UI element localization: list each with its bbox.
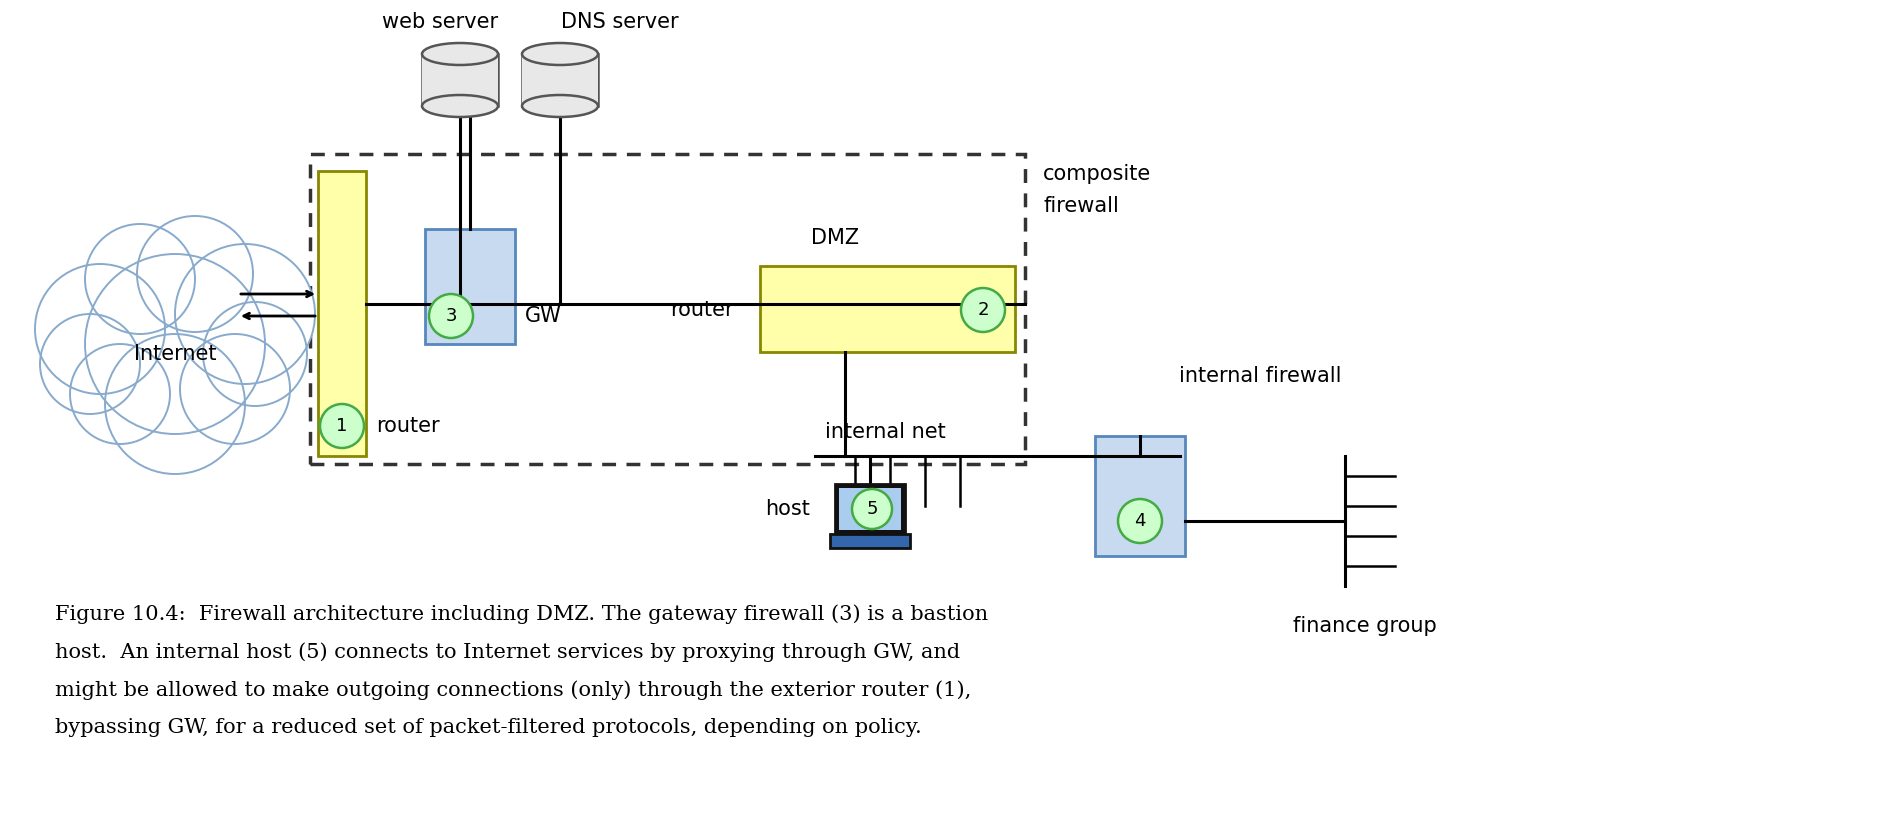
Text: router: router — [377, 416, 439, 436]
Text: DMZ: DMZ — [810, 228, 859, 248]
Text: 3: 3 — [445, 307, 456, 325]
Circle shape — [1117, 499, 1162, 543]
Circle shape — [320, 404, 364, 448]
Text: Figure 10.4:  Firewall architecture including DMZ. The gateway firewall (3) is a: Figure 10.4: Firewall architecture inclu… — [55, 604, 987, 624]
Circle shape — [40, 314, 139, 414]
Circle shape — [852, 489, 891, 529]
Text: GW: GW — [526, 306, 561, 326]
Bar — [831, 534, 910, 548]
Text: DNS server: DNS server — [561, 12, 678, 32]
Bar — [426, 229, 514, 344]
Text: Internet: Internet — [134, 344, 217, 364]
Ellipse shape — [522, 43, 597, 65]
Text: might be allowed to make outgoing connections (only) through the exterior router: might be allowed to make outgoing connec… — [55, 680, 972, 700]
Bar — [838, 488, 901, 530]
Text: composite: composite — [1044, 164, 1151, 184]
Text: 4: 4 — [1134, 512, 1145, 530]
Text: 5: 5 — [867, 500, 878, 518]
Bar — [835, 484, 904, 534]
Circle shape — [138, 216, 252, 332]
Text: host: host — [765, 499, 810, 519]
Circle shape — [430, 294, 473, 338]
Bar — [759, 266, 1015, 352]
Text: host.  An internal host (5) connects to Internet services by proxying through GW: host. An internal host (5) connects to I… — [55, 642, 961, 661]
Text: internal net: internal net — [825, 422, 946, 442]
Bar — [318, 171, 365, 456]
Text: 1: 1 — [337, 417, 349, 435]
Ellipse shape — [422, 43, 497, 65]
Bar — [311, 154, 1025, 464]
Circle shape — [85, 224, 196, 334]
Circle shape — [203, 302, 307, 406]
Circle shape — [106, 334, 245, 474]
Circle shape — [70, 344, 170, 444]
Circle shape — [961, 288, 1004, 332]
Bar — [422, 54, 497, 106]
Text: web server: web server — [382, 12, 497, 32]
Circle shape — [175, 244, 315, 384]
Text: bypassing GW, for a reduced set of packet-filtered protocols, depending on polic: bypassing GW, for a reduced set of packe… — [55, 718, 921, 737]
Text: firewall: firewall — [1044, 196, 1119, 216]
Bar — [1095, 436, 1185, 556]
Ellipse shape — [522, 95, 597, 117]
Text: 2: 2 — [978, 301, 989, 319]
Text: router: router — [671, 300, 733, 320]
Ellipse shape — [422, 95, 497, 117]
Circle shape — [181, 334, 290, 444]
Circle shape — [36, 264, 166, 394]
Bar — [522, 54, 597, 106]
Text: internal firewall: internal firewall — [1179, 366, 1341, 386]
Circle shape — [85, 254, 266, 434]
Text: finance group: finance group — [1292, 616, 1437, 636]
